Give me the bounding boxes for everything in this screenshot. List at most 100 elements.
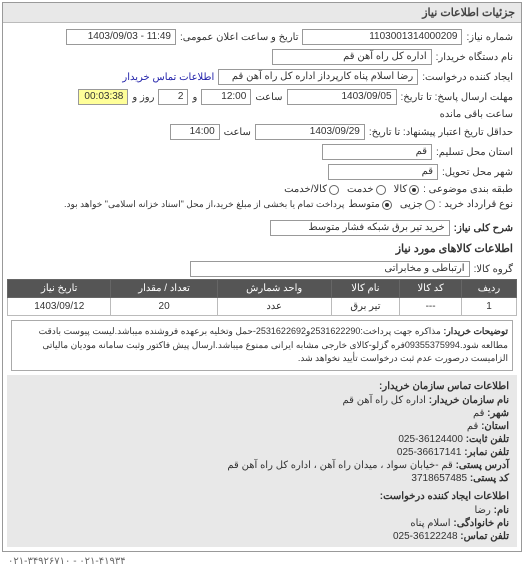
contact-buyer-header: اطلاعات تماس سازمان خریدار: (11, 379, 513, 394)
group-radio-group: کالا خدمت کالا/خدمت (284, 184, 419, 195)
radio-service[interactable]: خدمت (347, 184, 386, 195)
c2-tel-lbl: تلفن تماس: (460, 531, 509, 542)
radio-icon (382, 200, 392, 210)
row-city: شهر محل تحویل: قم (7, 162, 517, 182)
row-province: استان محل تسلیم: قم (7, 142, 517, 162)
radio-small[interactable]: جزیی (400, 199, 435, 210)
requester-field: رضا اسلام پناه کارپرداز اداره کل راه آهن… (218, 69, 418, 85)
radio-both[interactable]: کالا/خدمت (284, 184, 339, 195)
contract-radio-group: جزیی متوسط (348, 199, 434, 210)
days-field: 2 (158, 89, 188, 105)
col-date: تاریخ نیاز (8, 280, 111, 298)
table-header-row: ردیف کد کالا نام کالا واحد شمارش تعداد /… (8, 280, 517, 298)
radio-both-label: کالا/خدمت (284, 184, 327, 195)
radio-medium-label: متوسط (348, 199, 379, 210)
main-panel: جزئیات اطلاعات نیاز شماره نیاز: 11030013… (2, 2, 522, 552)
radio-medium[interactable]: متوسط (348, 199, 391, 210)
c1-post-lbl: کد پستی: (470, 473, 509, 484)
buyer-note-box: توضیحات خریدار: مذاکره جهت پرداخت:253162… (11, 320, 513, 371)
radio-small-label: جزیی (400, 199, 423, 210)
reply-deadline-label: مهلت ارسال پاسخ: تا تاریخ: (401, 92, 513, 103)
row-reply-deadline: مهلت ارسال پاسخ: تا تاریخ: 1403/09/05 سا… (7, 87, 517, 122)
c1-city: قم (473, 408, 484, 419)
valid-deadline-label: حداقل تاریخ اعتبار پیشنهاد: تا تاریخ: (369, 127, 513, 138)
valid-time-field: 14:00 (170, 124, 220, 140)
table-row: 1 --- تیر برق عدد 20 1403/09/12 (8, 298, 517, 316)
summary-field: خرید تیر برق شبکه فشار متوسط (270, 220, 450, 236)
req-no-field: 1103001314000209 (302, 29, 462, 45)
row-contract: نوع قرارداد خرید : جزیی متوسط پرداخت تما… (7, 197, 517, 212)
goods-table: ردیف کد کالا نام کالا واحد شمارش تعداد /… (7, 279, 517, 316)
goods-group-label: گروه کالا: (474, 264, 513, 275)
city-field: قم (328, 164, 438, 180)
c1-fax-lbl: تلفن نمابر: (464, 447, 509, 458)
req-no-label: شماره نیاز: (466, 32, 513, 43)
reply-time-field: 12:00 (201, 89, 251, 105)
province-label: استان محل تسلیم: (436, 147, 513, 158)
c1-org-lbl: نام سازمان خریدار: (429, 395, 509, 406)
pub-dt-field: 11:49 - 1403/09/03 (66, 29, 176, 45)
col-qty: تعداد / مقدار (111, 280, 217, 298)
radio-goods[interactable]: کالا (394, 184, 420, 195)
radio-icon (376, 185, 386, 195)
cell-row: 1 (462, 298, 517, 316)
c2-name: رضا (474, 505, 490, 516)
c2-tel: 36122248-025 (393, 531, 458, 542)
radio-icon (425, 200, 435, 210)
row-req-no: شماره نیاز: 1103001314000209 تاریخ و ساع… (7, 27, 517, 47)
group-label: طبقه بندی موضوعی : (423, 184, 513, 195)
cell-qty: 20 (111, 298, 217, 316)
row-goods-group: گروه کالا: ارتباطی و مخابراتی (7, 259, 517, 279)
pub-dt-label: تاریخ و ساعت اعلان عمومی: (180, 32, 299, 43)
contact-requester-header: اطلاعات ایجاد کننده درخواست: (11, 489, 513, 504)
goods-section-title: اطلاعات کالاهای مورد نیاز (7, 238, 517, 259)
c2-fam: اسلام پناه (410, 518, 450, 529)
c1-prov-lbl: استان: (481, 421, 509, 432)
contract-label: نوع قرارداد خرید : (439, 199, 513, 210)
goods-group-field: ارتباطی و مخابراتی (190, 261, 470, 277)
buyer-note-text: مذاکره جهت پرداخت:2531622290و2531622692-… (39, 326, 508, 363)
buyer-contact-link[interactable]: اطلاعات تماس خریدار (122, 72, 214, 83)
buyer-org-field: اداره کل راه آهن قم (272, 49, 432, 65)
col-code: کد کالا (400, 280, 462, 298)
c1-city-lbl: شهر: (487, 408, 509, 419)
col-row: ردیف (462, 280, 517, 298)
requester-label: ایجاد کننده درخواست: (422, 72, 513, 83)
row-valid-deadline: حداقل تاریخ اعتبار پیشنهاد: تا تاریخ: 14… (7, 122, 517, 142)
radio-service-label: خدمت (347, 184, 374, 195)
radio-goods-label: کالا (394, 184, 408, 195)
radio-icon (329, 185, 339, 195)
c1-org: اداره کل راه آهن قم (342, 395, 425, 406)
panel-title: جزئیات اطلاعات نیاز (3, 3, 521, 23)
c1-addr: قم -خیابان سواد ، میدان راه آهن ، اداره … (227, 460, 452, 471)
c1-tel: 36124400-025 (398, 434, 463, 445)
province-field: قم (322, 144, 432, 160)
radio-icon (409, 185, 419, 195)
cell-name: تیر برق (331, 298, 400, 316)
c2-name-lbl: نام: (494, 505, 509, 516)
row-group: طبقه بندی موضوعی : کالا خدمت کالا/خدمت (7, 182, 517, 197)
c2-fam-lbl: نام خانوادگی: (453, 518, 509, 529)
reply-date-field: 1403/09/05 (287, 89, 397, 105)
summary-label: شرح کلی نیاز: (454, 223, 513, 234)
footer-tel: ۰۲۱-۴۱۹۳۴ - ۰۲۱-۳۴۹۲۶۷۱۰ (0, 554, 524, 569)
row-buyer-org: نام دستگاه خریدار: اداره کل راه آهن قم (7, 47, 517, 67)
valid-date-field: 1403/09/29 (255, 124, 365, 140)
col-name: نام کالا (331, 280, 400, 298)
row-requester: ایجاد کننده درخواست: رضا اسلام پناه کارپ… (7, 67, 517, 87)
remain-label: ساعت باقی مانده (440, 109, 513, 120)
c1-addr-lbl: آدرس پستی: (456, 460, 509, 471)
remain-field: 00:03:38 (78, 89, 128, 105)
buyer-note-label: توضیحات خریدار: (443, 326, 508, 336)
cell-date: 1403/09/12 (8, 298, 111, 316)
and-label: و (192, 92, 197, 103)
col-unit: واحد شمارش (217, 280, 331, 298)
buyer-org-label: نام دستگاه خریدار: (436, 52, 513, 63)
contract-note: پرداخت تمام یا بخشی از مبلغ خرید،از محل … (64, 199, 344, 210)
c1-tel-lbl: تلفن ثابت: (466, 434, 509, 445)
c1-prov: قم (467, 421, 478, 432)
contact-buyer-section: اطلاعات تماس سازمان خریدار: نام سازمان خ… (7, 375, 517, 547)
days-label: روز و (132, 92, 154, 103)
time-label-1: ساعت (255, 92, 282, 103)
city-label: شهر محل تحویل: (442, 167, 513, 178)
